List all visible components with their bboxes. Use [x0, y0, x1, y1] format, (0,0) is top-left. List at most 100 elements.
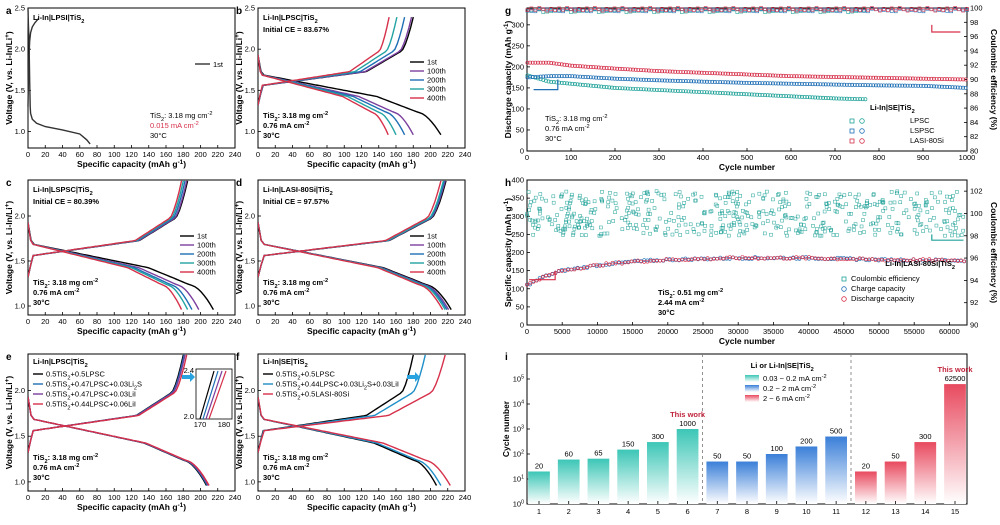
- y-tick-label: 100: [513, 500, 524, 509]
- bar-value-label: 20: [862, 461, 870, 470]
- capacity-point: [803, 256, 808, 261]
- ce-point: [896, 221, 901, 226]
- capacity-point: [546, 74, 551, 79]
- ce-point: [570, 213, 575, 218]
- capacity-point: [749, 92, 754, 97]
- y-tick-label: 2.0: [245, 45, 255, 54]
- ce-point: [871, 192, 876, 196]
- legend-circle: [841, 296, 847, 302]
- capacity-point: [765, 73, 770, 78]
- capacity-point: [665, 69, 670, 74]
- capacity-point: [749, 72, 754, 77]
- ce-point: [765, 219, 770, 223]
- capacity-point: [591, 75, 596, 80]
- capacity-point: [744, 72, 749, 77]
- ce-point: [893, 7, 898, 12]
- x-tick-label: 60: [306, 317, 314, 326]
- capacity-point: [844, 82, 849, 87]
- ce-point: [835, 203, 840, 207]
- ce-point: [677, 190, 682, 194]
- note: 0.76 mA cm-2: [33, 288, 79, 297]
- capacity-point: [805, 82, 810, 86]
- ce-point: [826, 7, 831, 11]
- capacity-point: [660, 88, 665, 93]
- y2-tick-label: 90: [970, 321, 978, 330]
- capacity-point: [802, 95, 807, 99]
- ce-point: [747, 200, 751, 204]
- ce-point: [793, 216, 798, 221]
- capacity-point: [652, 87, 657, 92]
- y-tick-label: 103: [513, 425, 524, 434]
- capacity-point: [736, 80, 741, 85]
- y-axis-label: Voltage (V, vs. Li-In/Li+): [4, 376, 15, 470]
- ce-point: [596, 7, 601, 12]
- ce-point: [909, 7, 914, 11]
- ce-point: [619, 216, 624, 220]
- capacity-point: [681, 79, 686, 83]
- cell-label: Li-In|LASI-80Si|TiS2: [885, 259, 955, 271]
- ce-point: [866, 7, 870, 12]
- capacity-point: [628, 86, 633, 91]
- x-axis-label: Specific capacity (mAh g-1): [307, 326, 416, 337]
- capacity-point: [609, 66, 614, 71]
- ce-point: [565, 211, 570, 216]
- ce-point: [613, 210, 617, 214]
- capacity-point: [678, 79, 683, 83]
- y2-tick-label: 84: [970, 118, 978, 127]
- ce-point: [612, 9, 617, 13]
- ce-point: [613, 201, 618, 206]
- ce-point: [948, 195, 952, 199]
- ce-point: [767, 7, 771, 12]
- discharge-curve: [258, 54, 442, 136]
- capacity-point: [927, 257, 932, 261]
- ce-point: [631, 226, 636, 231]
- x-tick-label: 5: [656, 507, 660, 516]
- y2-tick-label: 102: [970, 187, 983, 196]
- y2-axis-label: Coulombic efficiency (%): [989, 202, 999, 303]
- ce-point: [656, 7, 660, 12]
- ce-point: [850, 9, 854, 14]
- ce-point: [565, 214, 570, 218]
- ce-point: [642, 191, 647, 195]
- capacity-point: [580, 74, 585, 79]
- x-tick-label: 60000: [939, 327, 960, 336]
- ce-point: [763, 231, 767, 236]
- capacity-point: [636, 67, 641, 72]
- capacity-point: [897, 76, 902, 81]
- ce-point: [555, 213, 559, 217]
- ce-point: [797, 227, 802, 232]
- ce-point: [571, 233, 575, 237]
- ce-point: [784, 199, 789, 204]
- ce-point: [783, 213, 788, 217]
- panel-letter: g: [505, 6, 511, 17]
- ce-point: [806, 9, 811, 13]
- x-tick-label: 200: [424, 150, 437, 159]
- ce-point: [683, 222, 688, 227]
- capacity-point: [565, 63, 569, 68]
- ce-point: [895, 229, 899, 234]
- capacity-point: [855, 83, 860, 87]
- y-tick-label: 1.5: [15, 432, 25, 441]
- capacity-point: [620, 86, 625, 91]
- y-tick-label: 2.5: [15, 4, 25, 13]
- capacity-point: [903, 76, 907, 81]
- ce-point: [631, 191, 635, 196]
- ce-point: [767, 8, 771, 13]
- capacity-point: [617, 86, 622, 91]
- cell-label: Li-In|LPSC|TiS2: [33, 357, 88, 369]
- capacity-point: [615, 86, 620, 90]
- capacity-point: [699, 70, 704, 75]
- capacity-point: [731, 91, 736, 96]
- capacity-point: [683, 79, 688, 84]
- legend-label: 0.5TiS2+0.5LASI-80Si: [276, 390, 349, 402]
- legend-square: [841, 276, 847, 282]
- ce-point: [679, 218, 684, 222]
- capacity-point: [778, 255, 783, 260]
- ce-point: [844, 202, 848, 207]
- ce-point: [525, 8, 530, 12]
- note: 30°C: [263, 298, 280, 307]
- capacity-point: [861, 256, 865, 261]
- bar-value-label: 65: [594, 449, 602, 458]
- capacity-point: [778, 73, 783, 78]
- ce-point: [684, 8, 688, 13]
